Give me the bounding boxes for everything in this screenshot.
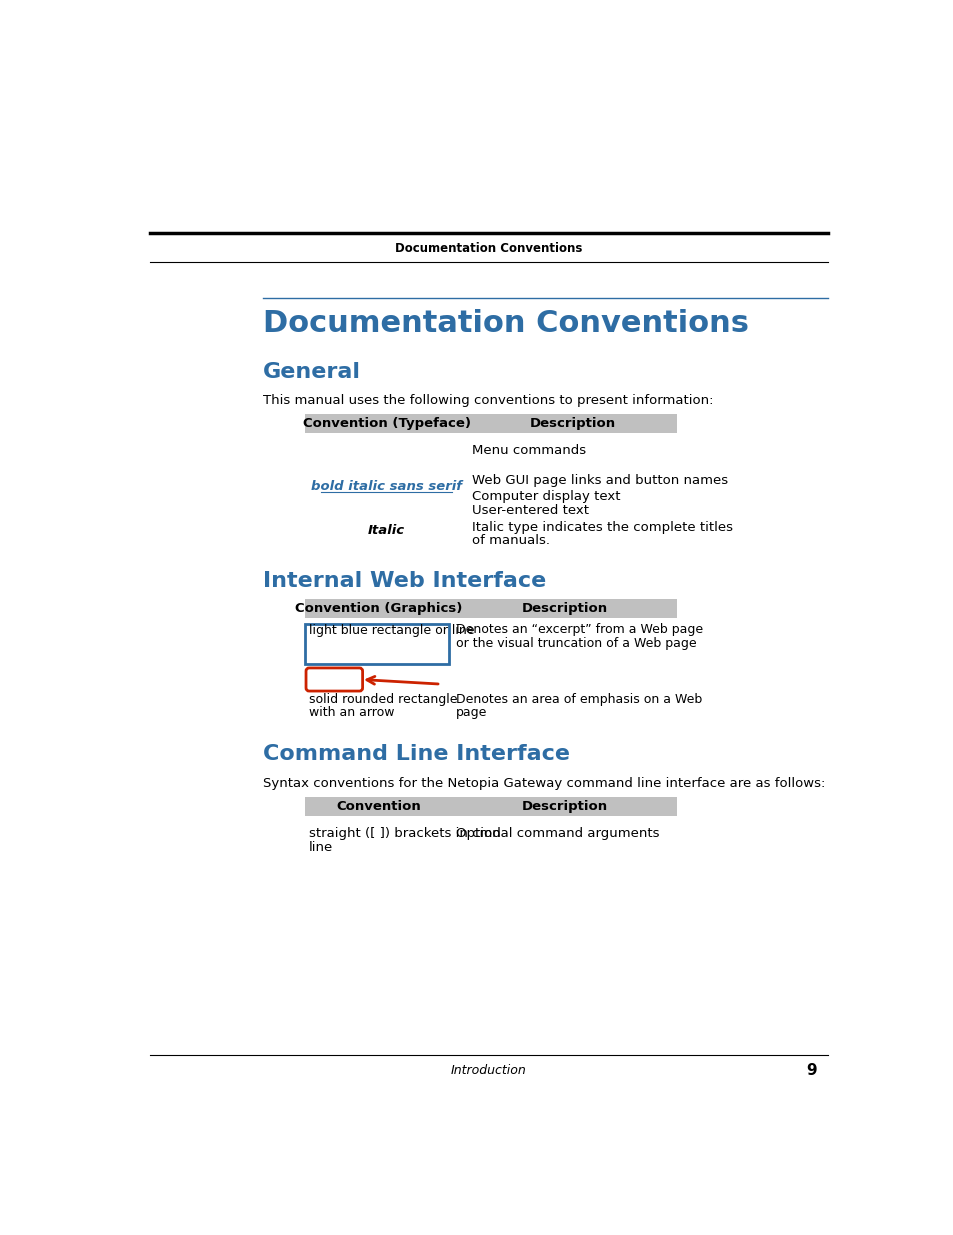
- Text: Web GUI page links and button names: Web GUI page links and button names: [472, 474, 727, 488]
- Text: Convention (Graphics): Convention (Graphics): [294, 601, 462, 615]
- FancyBboxPatch shape: [306, 668, 362, 692]
- Text: User-entered text: User-entered text: [472, 504, 588, 516]
- Text: Menu commands: Menu commands: [472, 445, 585, 457]
- Bar: [305, 599, 677, 618]
- Text: solid rounded rectangle: solid rounded rectangle: [309, 693, 457, 706]
- Text: Convention (Typeface): Convention (Typeface): [302, 417, 470, 430]
- Text: Denotes an area of emphasis on a Web: Denotes an area of emphasis on a Web: [456, 693, 702, 706]
- Text: line: line: [309, 841, 333, 853]
- Text: Convention: Convention: [336, 800, 421, 813]
- Text: straight ([ ]) brackets in cmd: straight ([ ]) brackets in cmd: [309, 827, 500, 840]
- Text: of manuals.: of manuals.: [472, 535, 549, 547]
- Text: This manual uses the following conventions to present information:: This manual uses the following conventio…: [262, 394, 713, 408]
- Text: Computer display text: Computer display text: [472, 490, 619, 503]
- Text: with an arrow: with an arrow: [309, 706, 395, 719]
- Text: Documentation Conventions: Documentation Conventions: [262, 309, 748, 338]
- Bar: [305, 624, 448, 664]
- Text: General: General: [262, 362, 360, 382]
- Bar: [305, 414, 677, 433]
- Text: Introduction: Introduction: [451, 1065, 526, 1077]
- Text: Italic type indicates the complete titles: Italic type indicates the complete title…: [472, 520, 732, 534]
- Text: 9: 9: [805, 1063, 816, 1078]
- Text: Command Line Interface: Command Line Interface: [262, 745, 569, 764]
- Text: Internal Web Interface: Internal Web Interface: [262, 571, 545, 590]
- Text: Syntax conventions for the Netopia Gateway command line interface are as follows: Syntax conventions for the Netopia Gatew…: [262, 777, 824, 790]
- Text: Description: Description: [521, 800, 607, 813]
- Text: or the visual truncation of a Web page: or the visual truncation of a Web page: [456, 637, 697, 650]
- Text: Denotes an “excerpt” from a Web page: Denotes an “excerpt” from a Web page: [456, 622, 702, 636]
- Text: Description: Description: [521, 601, 607, 615]
- Text: Optional command arguments: Optional command arguments: [456, 827, 659, 840]
- Text: bold italic sans serif: bold italic sans serif: [311, 480, 461, 494]
- Text: page: page: [456, 706, 487, 719]
- Bar: [305, 797, 677, 816]
- Text: Italic: Italic: [368, 525, 405, 537]
- Text: Description: Description: [529, 417, 615, 430]
- Text: light blue rectangle or line: light blue rectangle or line: [309, 625, 475, 637]
- Text: Documentation Conventions: Documentation Conventions: [395, 242, 582, 254]
